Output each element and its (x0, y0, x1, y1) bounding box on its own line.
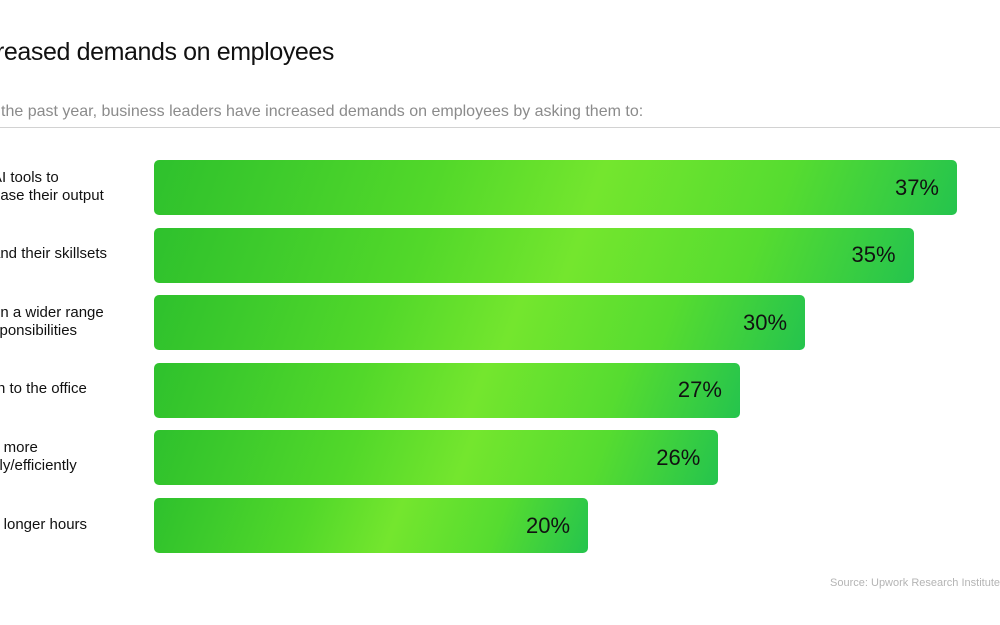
bar-value-label: 30% (743, 309, 788, 335)
category-label-line: k longer hours (0, 515, 88, 533)
category-label-line: on a wider range (0, 303, 104, 321)
category-label-line: sponsibilities (0, 321, 78, 339)
bar-value-label: 37% (894, 174, 939, 200)
category-label-line: k more (0, 438, 38, 456)
category-label: k longer hours (0, 516, 142, 534)
bar: 26% (154, 430, 719, 486)
bar-value-label: 26% (656, 444, 701, 470)
bar: 37% (154, 160, 957, 215)
category-label-line: kly/efficiently (0, 456, 77, 474)
source-note: Source: Upwork Research Institute (830, 577, 1000, 589)
category-label: on a wider range sponsibilities (0, 304, 142, 340)
chart-title: reased demands on employees (0, 38, 335, 66)
category-label-line: ease their output (0, 186, 104, 204)
category-label-line: AI tools to (0, 168, 59, 186)
category-label-line: rn to the office (0, 380, 87, 398)
bar: 35% (154, 227, 914, 283)
bar: 30% (154, 295, 806, 351)
category-label: and their skillsets (0, 245, 142, 263)
category-label: rn to the office (0, 380, 142, 398)
chart-subtitle: the past year, business leaders have inc… (1, 103, 644, 120)
bar-value-label: 35% (851, 242, 896, 268)
bar: 27% (154, 362, 740, 418)
divider (0, 127, 1000, 128)
bar-value-label: 20% (526, 512, 571, 538)
category-label-line: and their skillsets (0, 245, 108, 263)
bar: 20% (154, 498, 589, 553)
bar-value-label: 27% (677, 377, 722, 403)
